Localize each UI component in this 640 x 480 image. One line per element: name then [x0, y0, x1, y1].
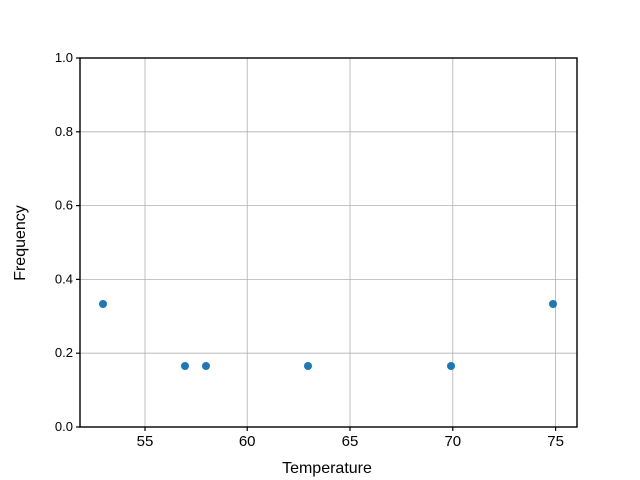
- svg-text:0.4: 0.4: [55, 271, 73, 286]
- svg-text:Frequency: Frequency: [12, 205, 29, 281]
- svg-text:Temperature: Temperature: [282, 460, 372, 477]
- svg-text:1.0: 1.0: [55, 50, 73, 65]
- svg-text:75: 75: [547, 433, 564, 450]
- svg-text:0.8: 0.8: [55, 124, 73, 139]
- svg-text:60: 60: [239, 433, 256, 450]
- svg-text:55: 55: [137, 433, 154, 450]
- svg-text:70: 70: [444, 433, 461, 450]
- svg-text:0.2: 0.2: [55, 345, 73, 360]
- svg-text:0.6: 0.6: [55, 198, 73, 213]
- svg-text:65: 65: [342, 433, 359, 450]
- svg-text:0.0: 0.0: [55, 419, 73, 434]
